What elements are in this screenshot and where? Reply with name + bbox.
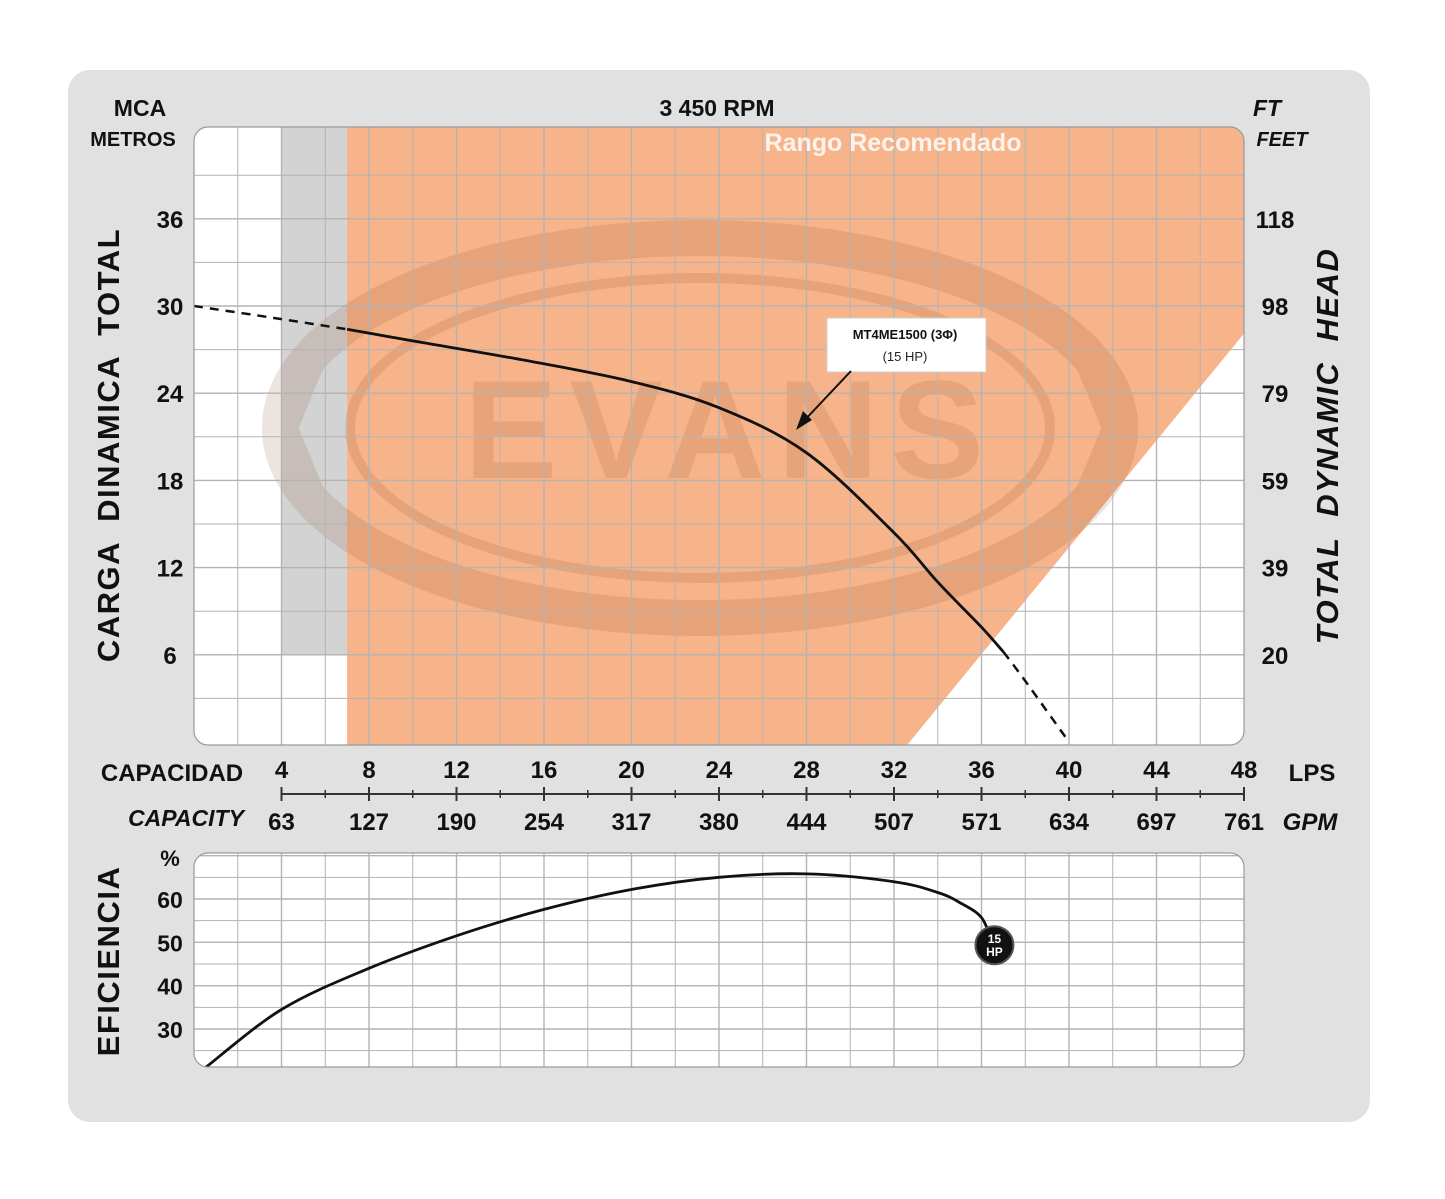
y-tick-left: 18 — [157, 468, 184, 495]
x-tick-lps: 20 — [618, 757, 645, 784]
y-tick-left: 36 — [157, 207, 184, 234]
y-tick-right: 20 — [1262, 643, 1289, 670]
y-axis-label-left: CARGA DINAMICA TOTAL — [91, 228, 126, 662]
efficiency-unit: % — [160, 846, 180, 871]
x-tick-gpm: 634 — [1049, 809, 1090, 836]
x-tick-gpm: 254 — [524, 809, 565, 836]
x-tick-lps: 8 — [362, 757, 375, 784]
x-unit-top: LPS — [1289, 760, 1336, 787]
model-power-label: (15 HP) — [883, 349, 928, 364]
efficiency-y-tick: 30 — [157, 1017, 183, 1043]
y-tick-right: 39 — [1262, 556, 1289, 583]
y-tick-right: 98 — [1262, 294, 1289, 321]
x-tick-gpm: 697 — [1136, 809, 1176, 836]
x-axis-label-top: CAPACIDAD — [101, 760, 243, 787]
y-tick-left: 30 — [157, 294, 184, 321]
x-tick-gpm: 127 — [349, 809, 389, 836]
efficiency-badge-15hp: 15 HP — [974, 925, 1015, 966]
head-curve-dashed-left — [194, 304, 348, 331]
curve-callout: MT4ME1500 (3Φ) (15 HP) — [796, 317, 987, 430]
title: 3 450 RPM — [659, 95, 774, 121]
y-axis-label-right: TOTAL DYNAMIC HEAD — [1310, 248, 1345, 645]
callout-arrow — [800, 370, 852, 425]
x-tick-lps: 32 — [881, 757, 908, 784]
y-tick-right: 59 — [1262, 468, 1289, 495]
recommended-range-label: Rango Recomendado — [765, 129, 1022, 157]
efficiency-axis-label: EFICIENCIA — [91, 866, 126, 1057]
x-tick-lps: 24 — [706, 757, 733, 784]
right-unit-feet: FEET — [1256, 129, 1309, 151]
recommended-range-band — [347, 127, 1244, 745]
y-ticks-right: 118 98 79 59 39 20 — [1256, 207, 1295, 670]
x-tick-gpm: 380 — [699, 809, 739, 836]
x-tick-gpm: 63 — [268, 809, 295, 836]
x-tick-gpm: 507 — [874, 809, 914, 836]
head-grid — [194, 127, 1244, 745]
y-tick-right: 118 — [1256, 207, 1295, 234]
efficiency-y-tick: 40 — [157, 974, 183, 1000]
efficiency-y-tick: 50 — [157, 930, 183, 956]
head-curve-dashed-right — [1002, 651, 1071, 743]
left-unit-metros: METROS — [90, 129, 176, 151]
left-unit-mca: MCA — [114, 95, 166, 121]
x-unit-bottom: GPM — [1283, 809, 1339, 836]
efficiency-curve — [204, 872, 994, 1067]
x-tick-lps: 40 — [1056, 757, 1083, 784]
x-tick-lps: 28 — [793, 757, 820, 784]
x-tick-gpm: 444 — [786, 809, 827, 836]
y-tick-left: 6 — [163, 643, 176, 670]
svg-text:15: 15 — [988, 932, 1002, 946]
x-ticks: 4 63 8 127 12 190 16 254 20 317 24 380 28 444 32 507 36 5… — [268, 757, 1264, 836]
x-tick-lps: 16 — [531, 757, 558, 784]
x-tick-lps: 36 — [968, 757, 995, 784]
y-ticks-left: 36 30 24 18 12 6 — [157, 207, 184, 670]
x-axis-label-bottom: CAPACITY — [128, 805, 247, 831]
model-label: MT4ME1500 (3Φ) — [853, 327, 958, 342]
right-unit-ft: FT — [1253, 95, 1283, 121]
x-tick-gpm: 190 — [436, 809, 476, 836]
x-tick-gpm: 317 — [611, 809, 651, 836]
y-tick-left: 24 — [157, 381, 184, 408]
x-tick-lps: 12 — [443, 757, 470, 784]
watermark-text: EVANS — [464, 351, 996, 508]
x-tick-lps: 48 — [1231, 757, 1258, 784]
head-curve — [346, 327, 1005, 653]
y-tick-right: 79 — [1262, 381, 1289, 408]
svg-text:HP: HP — [986, 945, 1003, 959]
efficiency-y-tick: 60 — [157, 887, 183, 913]
x-tick-gpm: 571 — [961, 809, 1001, 836]
x-tick-gpm: 761 — [1224, 809, 1264, 836]
x-tick-lps: 4 — [275, 757, 289, 784]
x-tick-lps: 44 — [1143, 757, 1170, 784]
y-tick-left: 12 — [157, 556, 184, 583]
efficiency-y-ticks: 60 50 40 30 — [157, 887, 183, 1043]
